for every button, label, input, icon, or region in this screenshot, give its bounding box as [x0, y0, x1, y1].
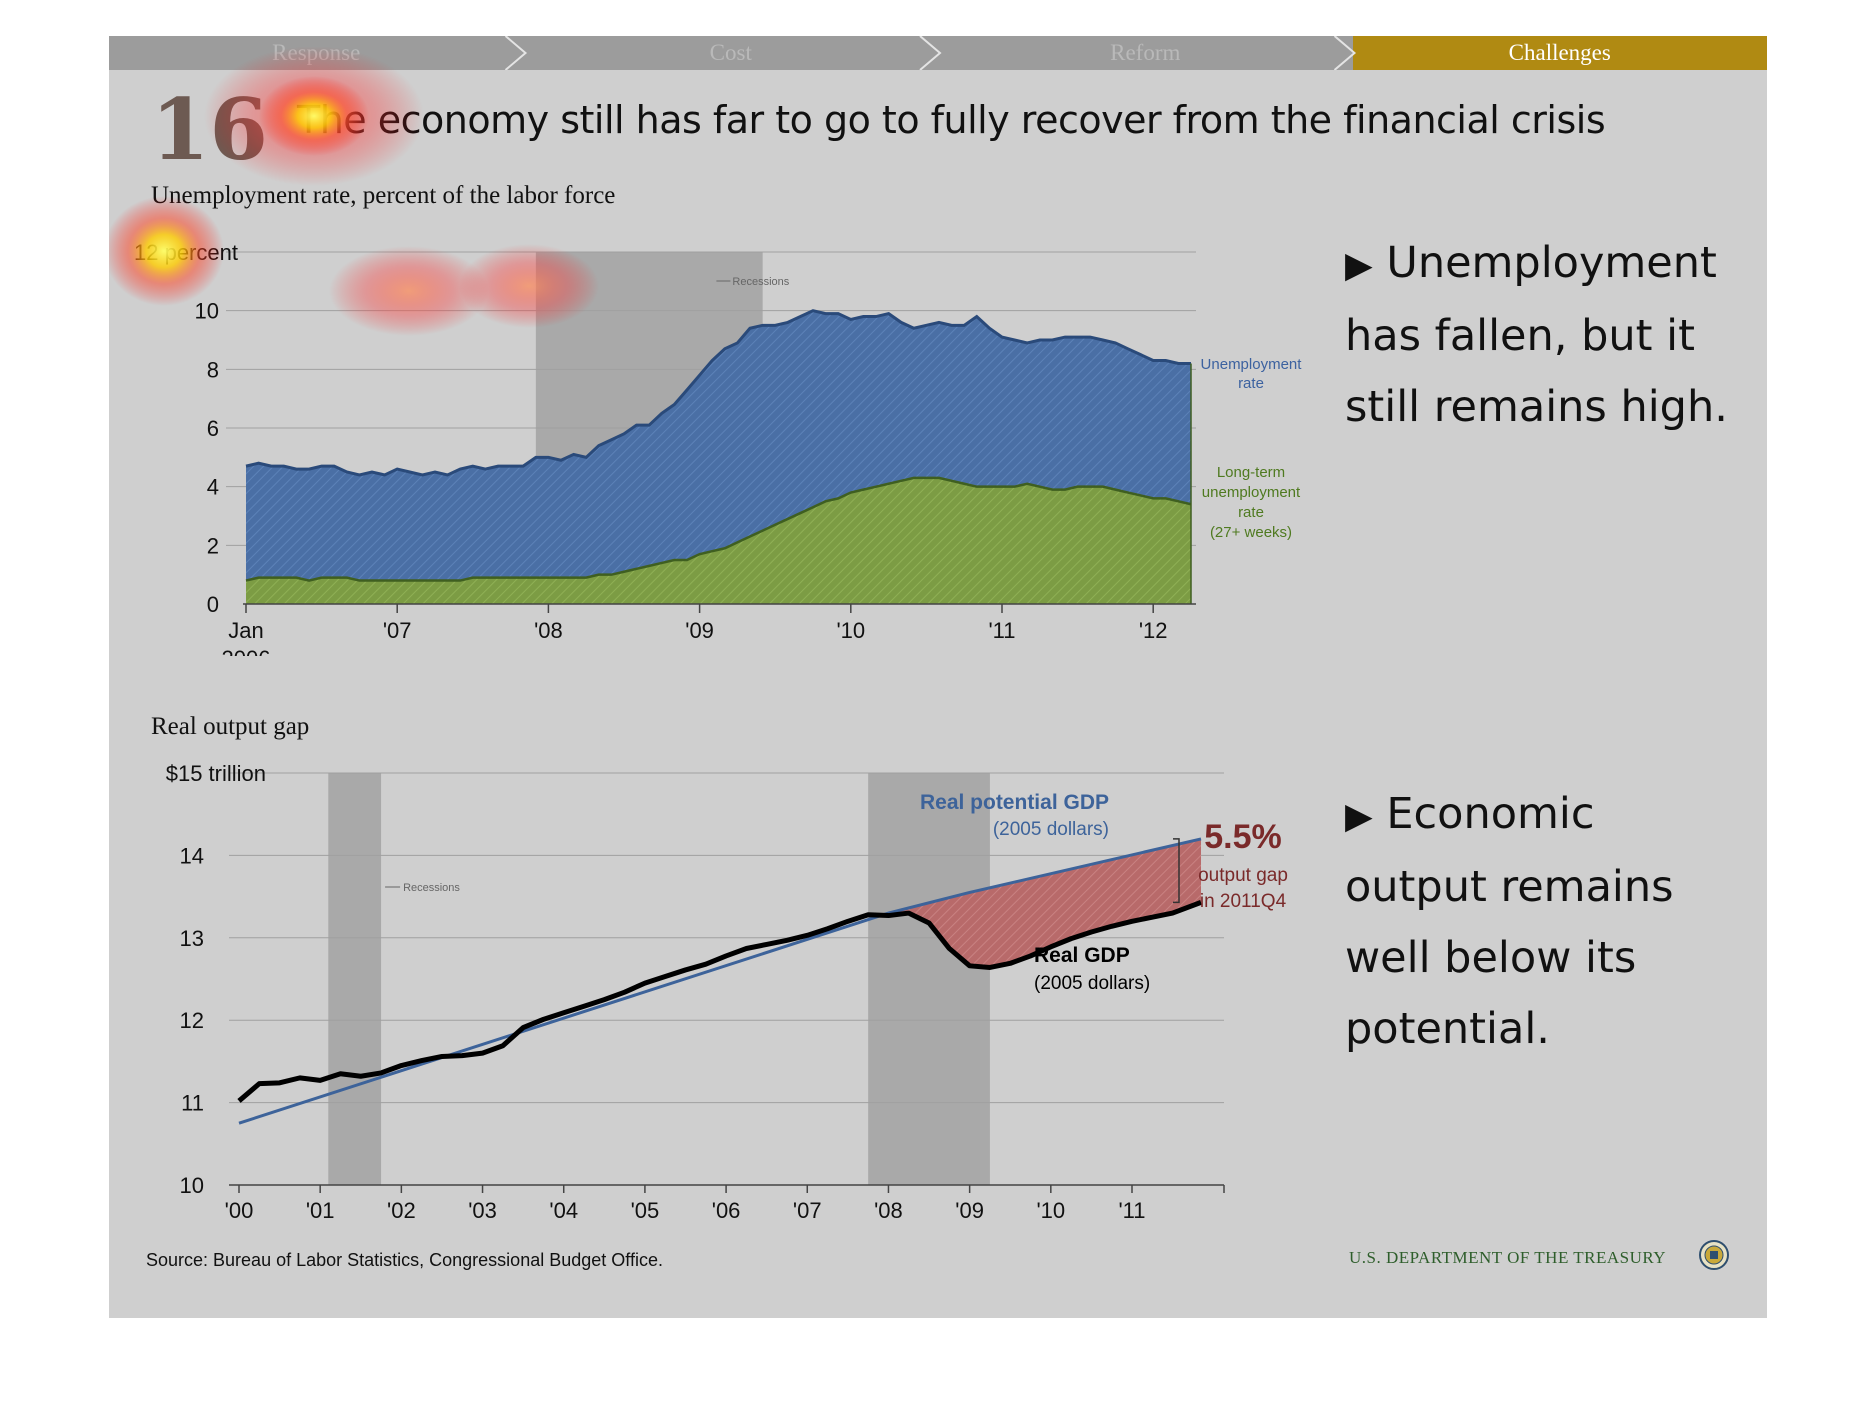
y-tick-label: 13 [180, 926, 204, 951]
nav-chevron-icon [919, 36, 942, 70]
long-term-unemployment-label: (27+ weeks) [1210, 524, 1292, 541]
x-tick-label: Jan [228, 618, 263, 643]
y-tick-label: 4 [207, 475, 219, 500]
x-tick-label: '09 [685, 618, 714, 643]
x-tick-label: '03 [468, 1198, 497, 1223]
x-tick-label: '12 [1139, 618, 1168, 643]
y-tick-label: 6 [207, 416, 219, 441]
y-tick-label: 11 [181, 1091, 204, 1116]
long-term-unemployment-label: unemployment [1202, 484, 1301, 501]
x-tick-label: '00 [225, 1198, 254, 1223]
real-gdp-sublabel: (2005 dollars) [1034, 973, 1150, 994]
nav-chevron-icon [1333, 36, 1357, 70]
long-term-unemployment-line [245, 476, 1192, 582]
gap-bracket [1173, 838, 1180, 904]
nav-tab-bg [523, 36, 940, 70]
unemployment-rate-label: rate [1238, 375, 1264, 392]
output-gap-label: output gap [1198, 865, 1288, 886]
output-gap-chart-title: Real output gap [151, 713, 310, 740]
long-term-unemployment-area [246, 477, 1191, 604]
bullet-text: Unemployment has fallen, but it still re… [1345, 238, 1728, 432]
slide-title: The economy still has far to go to fully… [297, 98, 1606, 142]
y-tick-label: 8 [207, 357, 219, 382]
output-gap-label: in 2011Q4 [1200, 891, 1287, 912]
output-gap-value: 5.5% [1204, 818, 1282, 856]
output-gap-chart: 10 11 12 13 14 $15 trillion '00 '01 '02 '03 '04 '05… [166, 761, 1288, 1223]
recession-label: Recessions [732, 276, 789, 288]
output-gap-area [888, 838, 1202, 968]
recession-band [868, 773, 990, 1185]
section-navbar: Response Cost Reform Challenges [109, 36, 1767, 70]
x-tick-label: '01 [306, 1198, 335, 1223]
bullet-text: Economic output remains well below its p… [1345, 789, 1674, 1054]
y-tick-label: 12 [180, 1008, 204, 1033]
x-tick-label: '08 [534, 618, 563, 643]
x-tick-label: '11 [988, 618, 1015, 643]
nav-tab-bg [1352, 36, 1767, 70]
potential-gdp-label: Real potential GDP [920, 791, 1109, 814]
bullet-output: ▶ Economic output remains well below its… [1345, 779, 1745, 1065]
x-tick-label: '04 [549, 1198, 578, 1223]
x-tick-label: '06 [712, 1198, 741, 1223]
x-tick-label: '09 [955, 1198, 984, 1223]
x-tick-label: '07 [793, 1198, 822, 1223]
nav-tab-bg [938, 36, 1355, 70]
nav-tab-challenges[interactable]: Challenges [1508, 40, 1611, 65]
agency-name: U.S. DEPARTMENT OF THE TREASURY [1349, 1248, 1667, 1267]
long-term-unemployment-label: rate [1238, 504, 1264, 521]
nav-tab-reform[interactable]: Reform [1110, 40, 1181, 65]
x-tick-label: '07 [383, 618, 412, 643]
nav-chevron-icon [504, 36, 528, 70]
real-gdp-label: Real GDP [1034, 944, 1130, 967]
potential-gdp-line [238, 837, 1202, 1125]
recession-label: Recessions [403, 882, 460, 894]
x-tick-label: 2006 [222, 646, 271, 656]
nav-chevrons [504, 36, 1357, 70]
real-gdp-line [237, 900, 1202, 1103]
x-tick-label: '10 [836, 618, 865, 643]
source-note: Source: Bureau of Labor Statistics, Cong… [146, 1250, 663, 1270]
y-tick-label: $15 trillion [166, 761, 266, 786]
nav-tab-cost[interactable]: Cost [709, 40, 752, 65]
unemployment-rate-label: Unemployment [1201, 356, 1303, 373]
triangle-bullet-icon: ▶ [1345, 796, 1373, 837]
bullet-unemployment: ▶ Unemployment has fallen, but it still … [1345, 228, 1745, 443]
x-tick-label: '08 [874, 1198, 903, 1223]
long-term-unemployment-label: Long-term [1217, 464, 1285, 481]
triangle-bullet-icon: ▶ [1345, 245, 1373, 286]
x-tick-label: '05 [631, 1198, 660, 1223]
x-tick-label: '11 [1118, 1198, 1145, 1223]
unemployment-rate-line [245, 309, 1191, 477]
unemployment-chart-title: Unemployment rate, percent of the labor … [151, 182, 616, 209]
x-tick-label: '10 [1036, 1198, 1065, 1223]
x-tick-label: '02 [387, 1198, 416, 1223]
y-tick-label: 0 [207, 592, 219, 617]
potential-gdp-sublabel: (2005 dollars) [993, 819, 1109, 840]
y-tick-label: 14 [180, 843, 204, 868]
y-tick-label: 2 [207, 533, 219, 558]
y-tick-label: 10 [180, 1173, 204, 1198]
treasury-seal-icon [1699, 1240, 1729, 1270]
slide: Response Cost Reform Challenges 16 The econ… [109, 36, 1767, 1318]
recession-band [328, 773, 382, 1185]
